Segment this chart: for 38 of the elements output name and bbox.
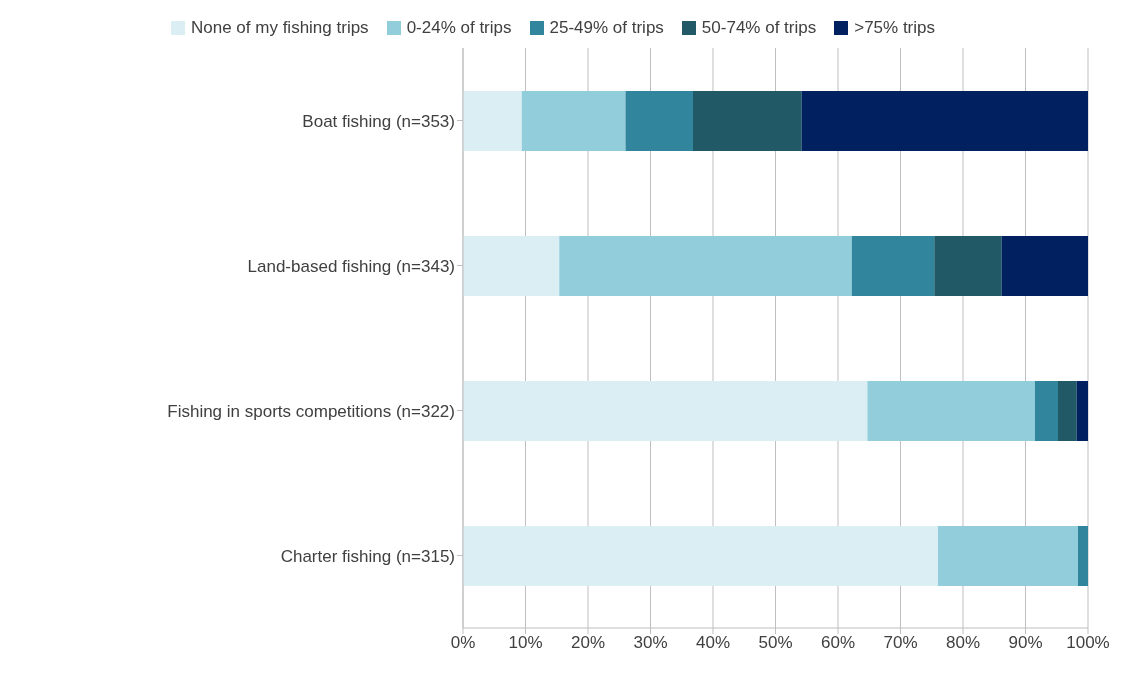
x-tick-label: 80%: [945, 633, 981, 653]
y-tick-label: Fishing in sports competitions (n=322): [167, 401, 455, 421]
bar: [851, 236, 935, 296]
bar: [693, 91, 802, 151]
bar: [463, 526, 938, 586]
bar: [463, 91, 522, 151]
bar: [559, 236, 852, 296]
legend-label: 0-24% of trips: [406, 18, 512, 38]
x-tick-label: 30%: [633, 633, 668, 653]
bar: [1034, 381, 1058, 441]
bar: [1076, 381, 1088, 441]
x-tick-label: 60%: [820, 633, 856, 653]
legend-label: 25-49% of trips: [549, 18, 664, 38]
bar: [463, 381, 868, 441]
x-tick-label: 90%: [1008, 633, 1043, 653]
bar: [867, 381, 1035, 441]
y-tick-label: Boat fishing (n=353): [302, 111, 455, 131]
bar: [1058, 381, 1077, 441]
x-tick-label: 50%: [758, 633, 793, 653]
x-tick-label: 100%: [1066, 633, 1110, 653]
y-tick-label: Charter fishing (n=315): [280, 546, 455, 566]
bar: [1078, 526, 1088, 586]
legend-label: 50-74% of trips: [701, 18, 817, 38]
x-tick-label: 70%: [883, 633, 918, 653]
bar: [934, 236, 1002, 296]
x-tick-label: 40%: [695, 633, 731, 653]
bar: [521, 91, 626, 151]
x-tick-label: 20%: [570, 633, 606, 653]
legend-label: >75% trips: [854, 18, 935, 38]
bar: [938, 526, 1078, 586]
bar: [463, 236, 560, 296]
x-tick-label: 10%: [508, 633, 543, 653]
y-tick-label: Land-based fishing (n=343): [247, 256, 455, 276]
legend-label: None of my fishing trips: [190, 18, 369, 38]
bar: [1001, 236, 1088, 296]
x-tick-label: 0%: [450, 633, 476, 653]
bar: [801, 91, 1088, 151]
bar: [625, 91, 693, 151]
